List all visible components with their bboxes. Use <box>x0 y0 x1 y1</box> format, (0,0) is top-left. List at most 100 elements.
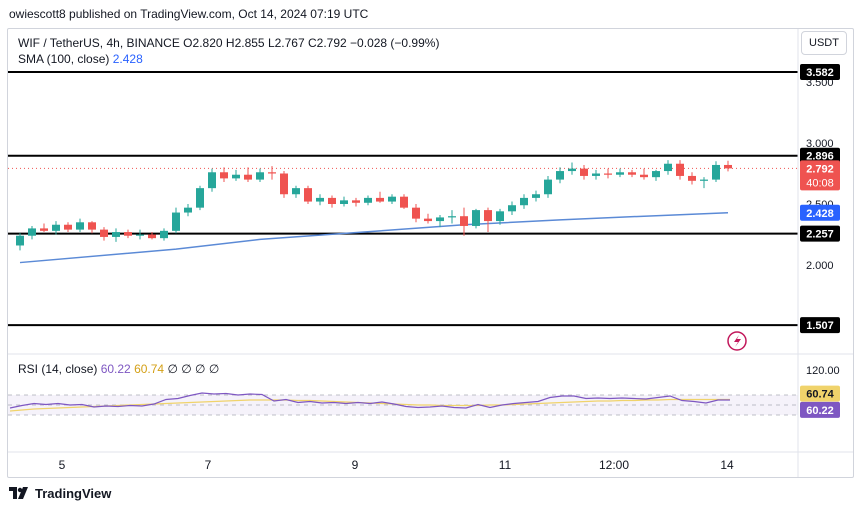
candle <box>268 166 276 180</box>
candle <box>196 185 204 211</box>
candle-body <box>268 172 276 174</box>
level-tag-bg <box>800 63 840 80</box>
candle <box>244 167 252 183</box>
candle-body <box>136 234 144 236</box>
candle-body <box>532 194 540 198</box>
currency-button[interactable]: USDT <box>801 31 847 55</box>
last-price-text: 2.792 <box>806 163 834 175</box>
candle-body <box>508 205 516 212</box>
candle <box>688 172 696 185</box>
candle-body <box>496 211 504 222</box>
candle <box>280 171 288 198</box>
candle-body <box>256 172 264 180</box>
candle <box>256 168 264 183</box>
candle-body <box>676 163 684 176</box>
candle <box>400 194 408 209</box>
rsi-line <box>9 392 730 409</box>
symbol-row: WIF / TetherUS, 4h, BINANCE O2.820 H2.85… <box>18 35 439 51</box>
low-value: 2.767 <box>274 36 305 50</box>
candle-body <box>412 207 420 219</box>
candle-body <box>700 179 708 181</box>
candle-body <box>424 218 432 222</box>
change-value: −0.028 (−0.99%) <box>350 36 440 50</box>
sma-row: SMA (100, close) 2.428 <box>18 51 439 67</box>
sma-value: 2.428 <box>112 52 143 66</box>
low-label: L <box>267 36 275 50</box>
top-bar: owiescott8 published on TradingView.com,… <box>0 0 860 28</box>
symbol-label[interactable]: WIF / TetherUS, 4h, BINANCE <box>18 36 180 50</box>
rsi-empty-values: ∅ ∅ ∅ ∅ <box>167 362 220 376</box>
candle-body <box>712 164 720 180</box>
candle <box>568 162 576 175</box>
candle-body <box>76 222 84 230</box>
level-tag-bg <box>800 317 840 334</box>
candle <box>628 169 636 178</box>
candle-body <box>172 212 180 231</box>
candle <box>40 223 48 233</box>
candle <box>352 197 360 207</box>
candle <box>136 229 144 240</box>
candle-body <box>604 173 612 175</box>
candle <box>16 233 24 251</box>
footer-text: TradingView <box>35 486 112 501</box>
candle <box>448 210 456 224</box>
sma-tag: 2.428 <box>800 204 840 221</box>
candle <box>172 207 180 234</box>
price-tick-label: 2.000 <box>806 260 834 272</box>
candle <box>232 169 240 181</box>
flash-icon[interactable] <box>727 331 747 351</box>
candle-body <box>160 230 168 239</box>
level-tag-text: 2.896 <box>806 151 834 163</box>
candle-body <box>556 171 564 180</box>
rsi-ma-tag: 60.74 <box>800 385 840 402</box>
rsi-tag: 60.22 <box>800 401 840 418</box>
candle <box>520 194 528 209</box>
rsi-ma-value: 60.74 <box>134 362 165 376</box>
candle <box>388 194 396 204</box>
candle-body <box>208 172 216 189</box>
candle <box>544 175 552 198</box>
rsi-label[interactable]: RSI (14, close) <box>18 362 98 376</box>
candle <box>652 169 660 181</box>
candle-body <box>388 196 396 202</box>
price-tick-label: 3.500 <box>806 77 834 89</box>
candle <box>700 177 708 189</box>
close-label: C <box>308 36 317 50</box>
candle <box>508 201 516 215</box>
candle <box>580 164 588 180</box>
candle-body <box>340 200 348 204</box>
candle-body <box>436 217 444 222</box>
candle-body <box>484 210 492 222</box>
candle <box>100 227 108 241</box>
sma-label[interactable]: SMA (100, close) <box>18 52 110 66</box>
chart-frame[interactable] <box>7 28 854 478</box>
rsi-tick-label: 120.00 <box>806 365 840 377</box>
candle-body <box>244 174 252 180</box>
candle-body <box>316 197 324 202</box>
candle-body <box>652 171 660 178</box>
candle <box>556 167 564 184</box>
time-tick-label: 11 <box>499 458 512 472</box>
candle <box>52 221 60 235</box>
rsi-value: 60.22 <box>100 362 131 376</box>
candle <box>220 167 228 183</box>
time-tick-label: 9 <box>352 458 359 472</box>
candle <box>724 160 732 172</box>
high-label: H <box>225 36 235 50</box>
publisher-line: owiescott8 published on TradingView.com,… <box>9 7 369 21</box>
candle-body <box>724 164 732 169</box>
candle-body <box>400 196 408 208</box>
candle-body <box>52 224 60 231</box>
footer-brand: TradingView <box>9 486 111 502</box>
candle <box>640 168 648 180</box>
high-value: 2.855 <box>234 36 265 50</box>
candle-body <box>16 235 24 246</box>
level-tag-bg <box>800 147 840 164</box>
candle-body <box>448 216 456 218</box>
main-legend: WIF / TetherUS, 4h, BINANCE O2.820 H2.85… <box>18 35 439 67</box>
candle-body <box>88 222 96 230</box>
countdown-text: 40:08 <box>806 177 834 189</box>
candle-body <box>148 234 156 239</box>
candle <box>592 169 600 180</box>
